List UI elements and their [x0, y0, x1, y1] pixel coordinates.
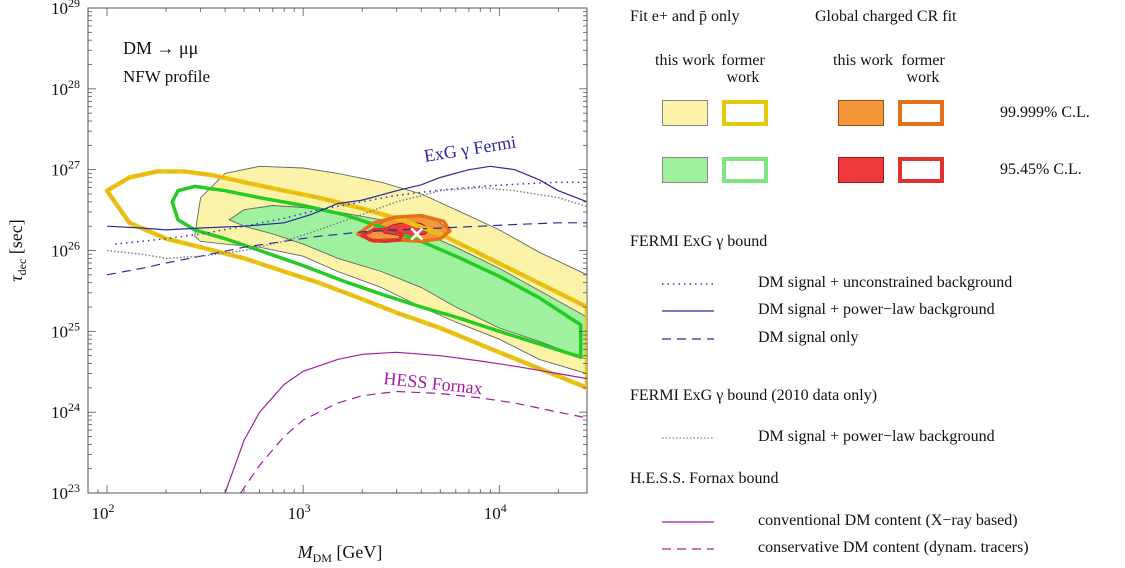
- legend-fermi-title: FERMI ExG γ bound: [630, 233, 768, 250]
- legend-line-fermi-unconstrained: [662, 283, 714, 285]
- chart-plot: × 102 103 104 1023 1024 1025 1026 1027 1028 1029 M…: [6, 0, 588, 565]
- legend-fermi-unconstrained: DM signal + unconstrained background: [758, 274, 1013, 291]
- y-tick-label: 1023: [51, 481, 80, 503]
- y-tick-label: 1027: [51, 158, 80, 180]
- legend-line-hess-conventional: [662, 521, 714, 523]
- x-tick-label: 102: [92, 501, 115, 523]
- annotation-1: NFW profile: [123, 67, 210, 86]
- legend-col-this-2: this work: [833, 52, 893, 69]
- y-tick-label: 1024: [51, 400, 80, 422]
- x-tick-label: 103: [288, 501, 311, 523]
- x-axis-label: MDM [GeV]: [297, 542, 383, 565]
- swatch-orange-this: [838, 100, 884, 126]
- y-tick-label: 1025: [51, 319, 80, 341]
- axes-layer: 102 103 104 1023 1024 1025 1026 1027 1028 1029 MDM…: [6, 0, 587, 565]
- x-tick-label: 104: [484, 501, 507, 523]
- series-fermi-exg-dm-signal-only: [106, 222, 587, 276]
- y-tick-label: 1026: [51, 239, 80, 261]
- legend-fermi-powerlaw: DM signal + power−law background: [758, 301, 995, 318]
- legend-cl-low: 95.45% C.L.: [1000, 161, 1082, 178]
- series-hess-fornax-conventional-dm-content-x-ray-based: [224, 351, 587, 493]
- annotation-2: ExG γ Fermi: [422, 132, 517, 166]
- swatch-green-this: [662, 157, 708, 183]
- legend-line-hess-conservative: [662, 548, 714, 550]
- legend-col-former-1: former work: [721, 52, 765, 86]
- series-fermi-exg-2010-data-only-dm-signal-power-law-background: [106, 186, 587, 260]
- legend-fermi-only: DM signal only: [758, 329, 859, 346]
- region-outline-global-charged-cr-fit-95-45-c-l-former-work: [360, 227, 404, 244]
- swatch-green-former: [722, 157, 768, 183]
- legend-line-fermi-only: [662, 338, 714, 340]
- line-layer: ×: [106, 165, 587, 493]
- legend-hess-conventional: conventional DM content (X−ray based): [758, 512, 1018, 529]
- swatch-red-this: [838, 157, 884, 183]
- legend-fermi2010-powerlaw: DM signal + power−law background: [758, 428, 995, 445]
- region-layer: [104, 165, 587, 391]
- legend-col-this-1: this work: [655, 52, 715, 69]
- swatch-yellow-this: [662, 100, 708, 126]
- y-tick-label: 1029: [51, 0, 80, 18]
- series-fermi-exg-dm-signal-power-law-background: [106, 165, 587, 231]
- legend-hess-conservative: conservative DM content (dynam. tracers): [758, 539, 1029, 556]
- series-hess-fornax-conservative-dm-content-dynam-tracers: [240, 390, 587, 493]
- swatch-red-former: [898, 157, 944, 183]
- legend-fermi2010-title: FERMI ExG γ bound (2010 data only): [630, 387, 878, 404]
- legend-hess-title: H.E.S.S. Fornax bound: [630, 470, 779, 487]
- y-axis-label: τdec [sec]: [6, 219, 29, 282]
- legend-group-global-title: Global charged CR fit: [815, 8, 957, 25]
- best-fit-marker: ×: [408, 222, 426, 247]
- region-outline-inner-fit-e-and-pbar-only-99-999-c-l-former-work: [106, 170, 587, 389]
- annotation-3: HESS Fornax: [383, 368, 484, 398]
- legend-line-fermi-powerlaw: [662, 310, 714, 312]
- swatch-orange-former: [898, 100, 944, 126]
- legend-line-fermi2010: [662, 437, 714, 439]
- region-outline-fit-e-and-pbar-only-95-45-c-l-former-work: [170, 184, 583, 359]
- legend-col-former-2: former work: [901, 52, 945, 86]
- y-tick-label: 1028: [51, 77, 80, 99]
- swatch-yellow-former: [722, 100, 768, 126]
- legend-cl-high: 99.999% C.L.: [1000, 104, 1090, 121]
- annotation-0: DM → μμ: [123, 38, 198, 58]
- legend: Fit e+ and p̄ only Global charged CR fit…: [600, 0, 1125, 568]
- legend-group-fit-title: Fit e+ and p̄ only: [630, 8, 740, 25]
